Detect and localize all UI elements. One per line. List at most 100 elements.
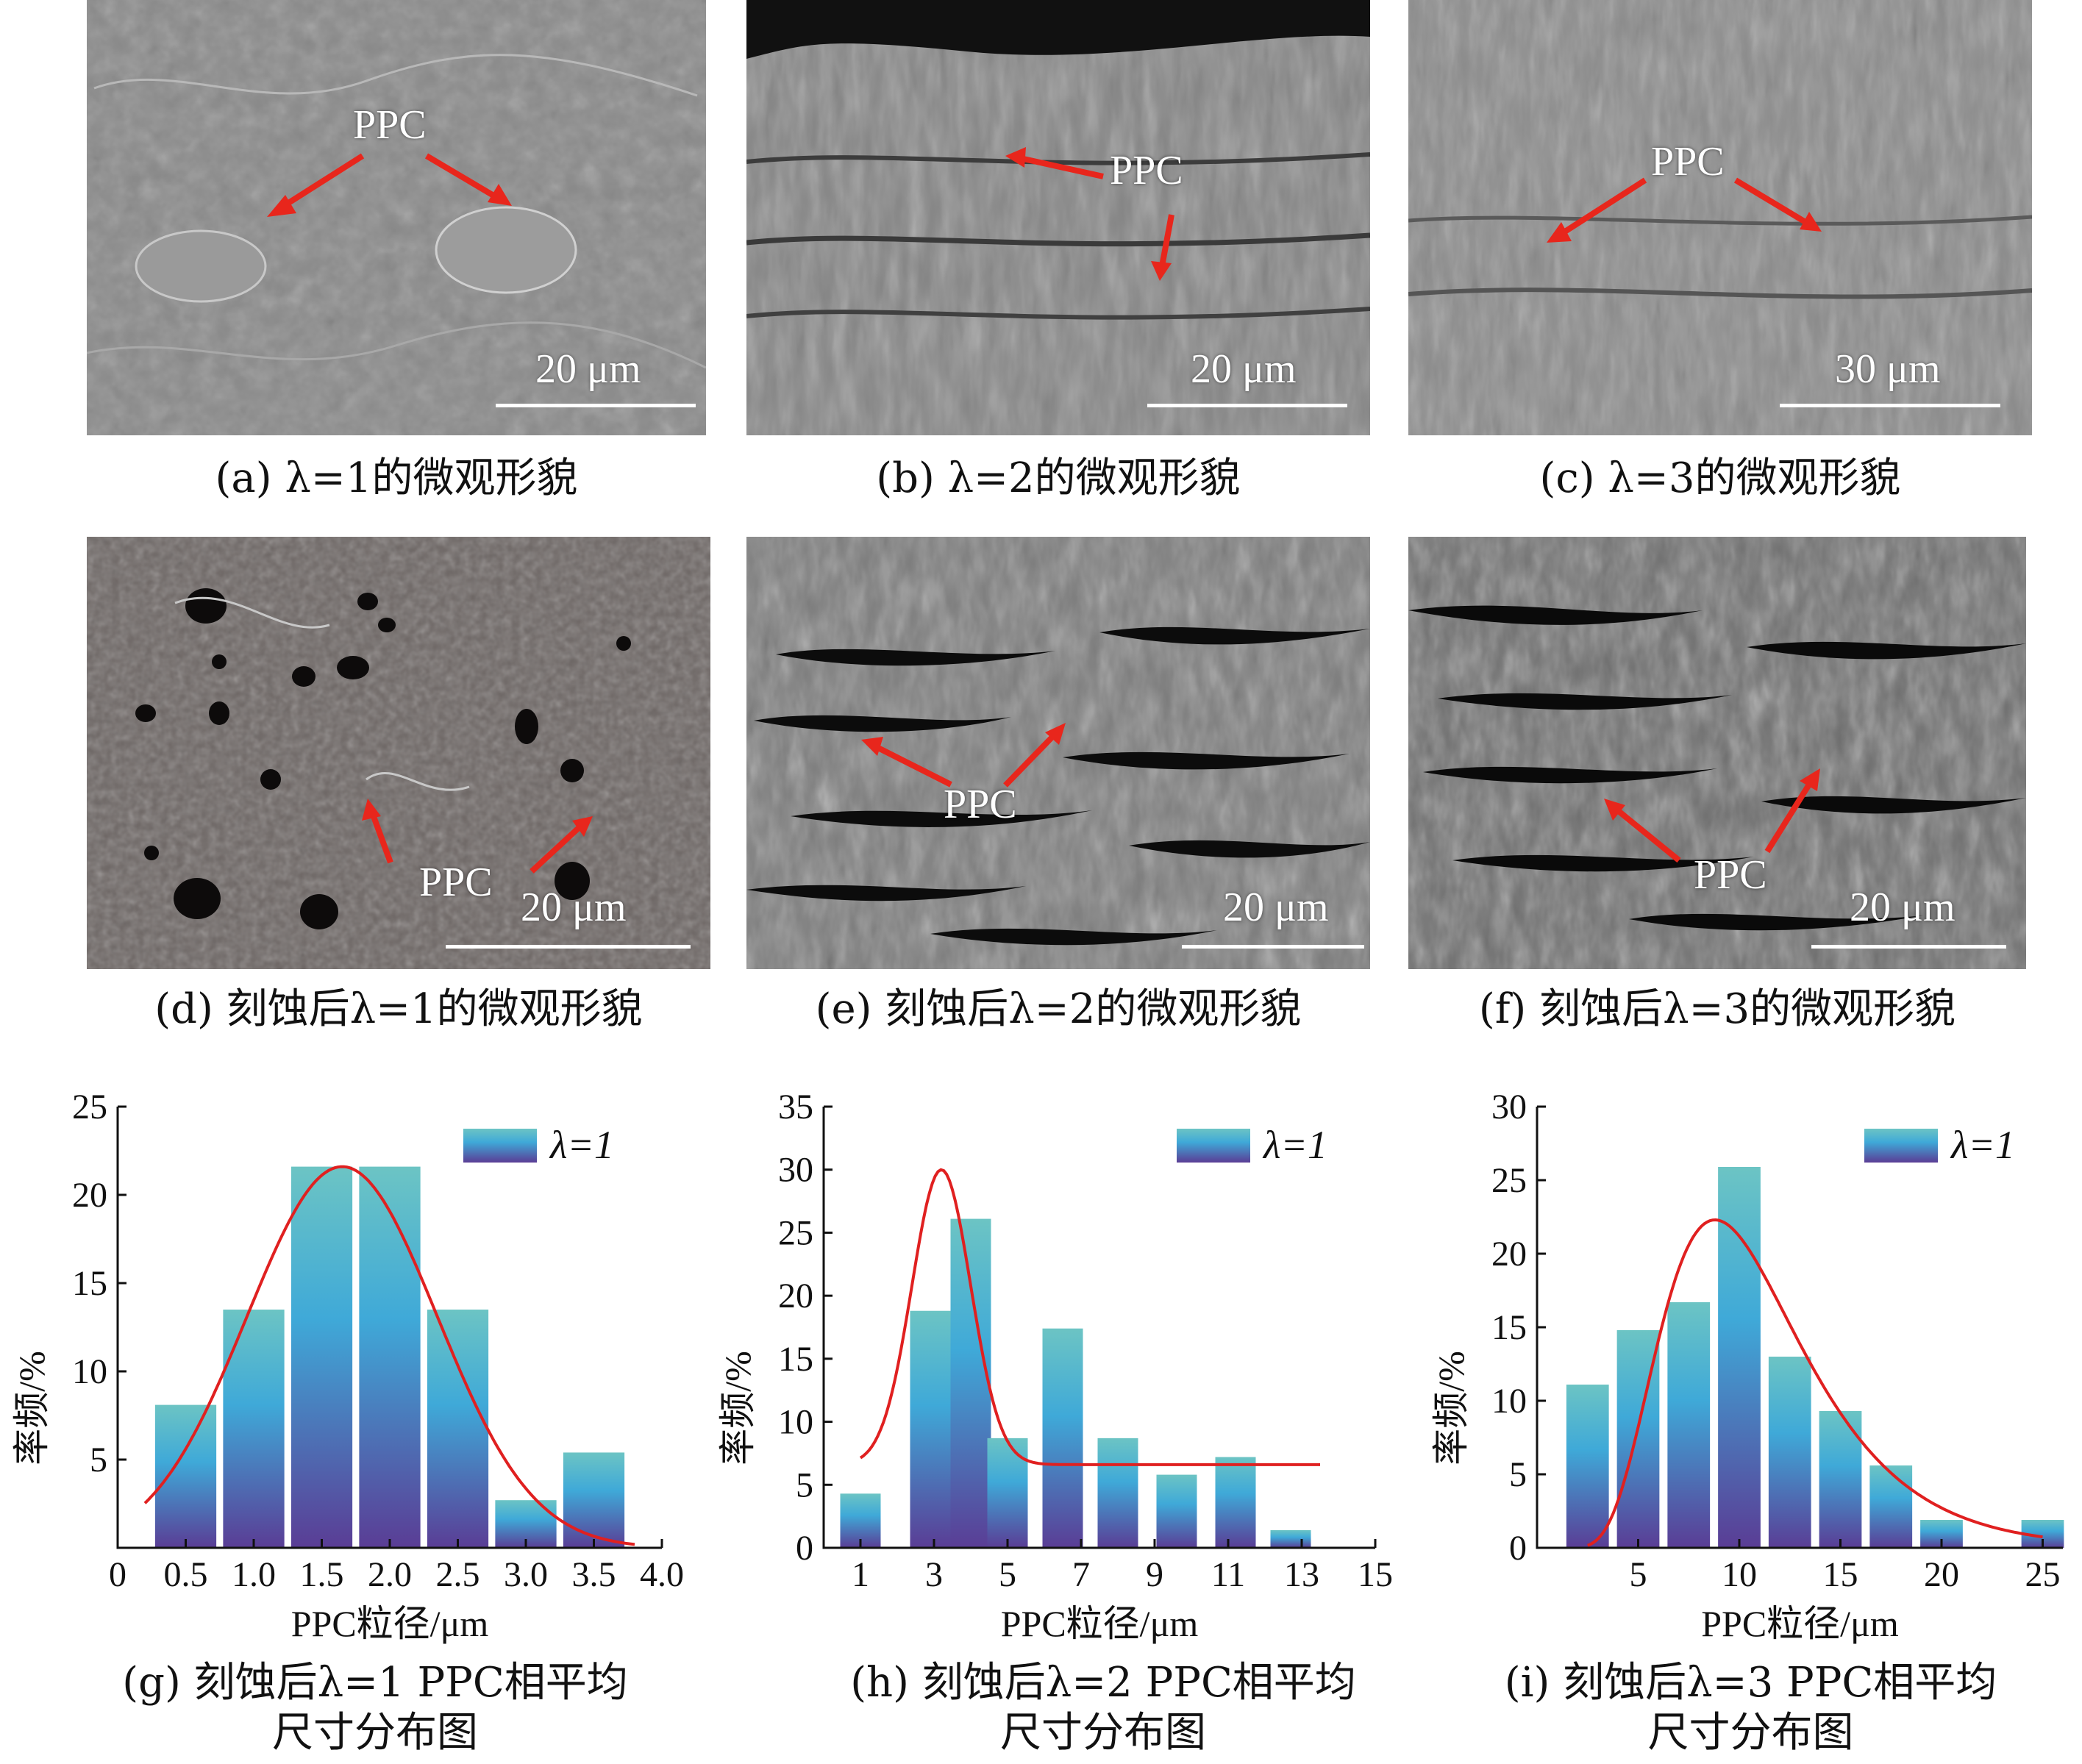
y-tick-label: 0 [796, 1529, 813, 1568]
histogram-bar [290, 1166, 353, 1548]
x-tick-label: 1.5 [300, 1555, 344, 1594]
scale-bar-c [1780, 404, 2000, 407]
legend-label: λ=1 [1950, 1123, 2015, 1167]
y-tick-label: 0 [1509, 1529, 1527, 1568]
histogram-bar [359, 1166, 421, 1548]
y-axis-title: 率频/% [11, 1351, 52, 1465]
caption-a: (a) λ=1的微观形貌 [215, 454, 578, 502]
arrow-icon [861, 723, 1066, 788]
caption-h-line1: (h) 刻蚀后λ=2 PPC相平均 [850, 1659, 1356, 1707]
x-tick-label: 20 [1924, 1555, 1959, 1594]
arrow-icon [1005, 147, 1174, 281]
legend-label: λ=1 [549, 1123, 614, 1167]
x-tick-label: 2.5 [436, 1555, 480, 1594]
ppc-label-c: PPC [1651, 139, 1725, 185]
ppc-label-f: PPC [1694, 852, 1767, 898]
histogram-bar [840, 1493, 881, 1548]
y-axis-title: 率频/% [1430, 1351, 1472, 1465]
histogram-bar [563, 1452, 625, 1548]
sem-image-a: PPC 20 μm [87, 0, 706, 435]
histogram-bar [1869, 1465, 1913, 1548]
caption-i-line2: 尺寸分布图 [1647, 1709, 1854, 1757]
caption-c: (c) λ=3的微观形貌 [1539, 454, 1901, 502]
caption-d: (d) 刻蚀后λ=1的微观形貌 [154, 985, 643, 1033]
y-tick-label: 25 [1491, 1161, 1527, 1200]
fit-curve [143, 1165, 635, 1546]
scale-bar-f [1811, 945, 2006, 949]
y-tick-label: 20 [778, 1276, 813, 1315]
scale-label-f: 20 μm [1850, 885, 1956, 930]
y-tick-label: 35 [778, 1088, 813, 1126]
caption-g: (g) 刻蚀后λ=1 PPC相平均 尺寸分布图 [29, 1658, 721, 1758]
scale-label-c: 30 μm [1835, 346, 1941, 392]
x-axis-title: PPC粒径/μm [1001, 1603, 1199, 1644]
histogram-bar [1156, 1474, 1197, 1548]
fit-curve [859, 1168, 1320, 1466]
histogram-bar [1042, 1328, 1083, 1548]
histogram-bar [1215, 1457, 1256, 1548]
sem-image-b: PPC 20 μm [746, 0, 1370, 435]
x-tick-label: 1.0 [232, 1555, 276, 1594]
histogram-i: 5 10 15 20 25 0 5 10 15 20 25 30 PPC粒径/μm 率频/% λ=1 [1397, 1066, 2082, 1669]
histogram-bar [1768, 1357, 1811, 1548]
y-tick-label: 10 [1491, 1382, 1527, 1421]
y-axis-title: 率频/% [717, 1351, 758, 1465]
x-axis-title: PPC粒径/μm [291, 1603, 489, 1644]
sem-image-c: PPC 30 μm [1408, 0, 2032, 435]
y-tick-label: 25 [72, 1088, 107, 1126]
x-tick-label: 3.0 [504, 1555, 548, 1594]
y-tick-label: 30 [778, 1151, 813, 1190]
caption-g-line2: 尺寸分布图 [272, 1709, 478, 1757]
arrow-icon [1547, 177, 1822, 243]
scale-label-e: 20 μm [1223, 885, 1329, 930]
sem-image-e: PPC 20 μm [746, 537, 1370, 969]
arrow-icon [267, 153, 512, 217]
caption-i-line1: (i) 刻蚀后λ=3 PPC相平均 [1504, 1659, 1997, 1707]
y-tick-label: 10 [778, 1403, 813, 1442]
histogram-bar [427, 1310, 489, 1548]
sem-image-f: PPC 20 μm [1408, 537, 2026, 969]
ppc-label-b: PPC [1110, 148, 1183, 193]
scale-label-b: 20 μm [1191, 346, 1297, 392]
histogram-h: 1 3 5 7 9 11 13 15 0 5 10 15 20 25 30 35 PPC粒径/μm 率频/% λ=1 [691, 1066, 1397, 1669]
histogram-bar [987, 1438, 1028, 1548]
legend-swatch [1864, 1129, 1938, 1163]
legend-swatch [1177, 1129, 1250, 1163]
x-tick-label: 7 [1072, 1555, 1090, 1594]
x-tick-label: 4.0 [640, 1555, 684, 1594]
x-tick-label: 25 [2025, 1555, 2061, 1594]
ppc-label-e: PPC [944, 782, 1017, 827]
x-tick-label: 11 [1211, 1555, 1245, 1594]
x-tick-label: 15 [1823, 1555, 1858, 1594]
x-tick-label: 10 [1722, 1555, 1757, 1594]
scale-label-a: 20 μm [535, 346, 641, 392]
caption-i: (i) 刻蚀后λ=3 PPC相平均 尺寸分布图 [1419, 1658, 2082, 1758]
histogram-bar [223, 1310, 285, 1548]
histogram-bar [1270, 1530, 1311, 1548]
histogram-bar [154, 1404, 217, 1548]
histogram-bar [1667, 1302, 1711, 1548]
y-tick-label: 5 [90, 1440, 107, 1479]
caption-g-line1: (g) 刻蚀后λ=1 PPC相平均 [122, 1659, 628, 1707]
scale-bar-e [1182, 945, 1364, 949]
y-tick-label: 5 [796, 1465, 813, 1504]
arrow-icon [362, 799, 593, 874]
scale-bar-a [496, 404, 696, 407]
caption-b: (b) λ=2的微观形貌 [876, 454, 1241, 502]
legend-swatch [463, 1129, 537, 1163]
y-tick-label: 15 [778, 1340, 813, 1379]
scale-bar-b [1147, 404, 1347, 407]
x-tick-label: 1 [852, 1555, 869, 1594]
y-tick-label: 20 [1491, 1235, 1527, 1274]
x-tick-label: 5 [999, 1555, 1016, 1594]
x-tick-label: 0 [109, 1555, 126, 1594]
fit-curve [1587, 1218, 2043, 1547]
caption-h: (h) 刻蚀后λ=2 PPC相平均 尺寸分布图 [757, 1658, 1449, 1758]
x-tick-label: 13 [1284, 1555, 1319, 1594]
x-tick-label: 5 [1630, 1555, 1647, 1594]
histogram-bar [950, 1218, 991, 1548]
sem-image-d: PPC 20 μm [87, 537, 710, 969]
ppc-label-d: PPC [419, 860, 493, 905]
histogram-bar [910, 1310, 951, 1548]
x-tick-label: 3.5 [572, 1555, 616, 1594]
